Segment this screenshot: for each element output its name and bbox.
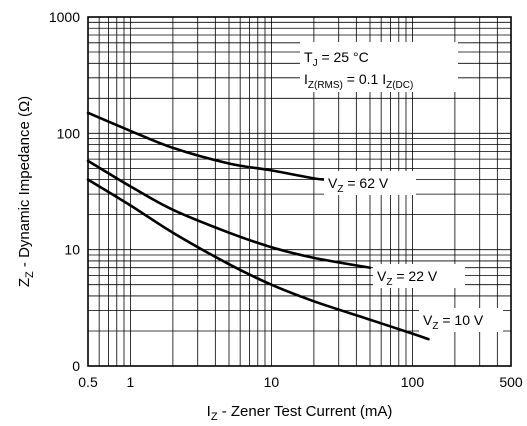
conditions-box: TJ = 25 °C IZ(RMS) = 0.1 IZ(DC) [300, 42, 458, 92]
series-line [86, 159, 372, 269]
conditions-background [300, 42, 458, 92]
x-tick-label: 10 [264, 374, 280, 390]
series-label-background [419, 308, 503, 332]
series-label-background [324, 171, 416, 195]
y-tick-label: 100 [57, 125, 81, 141]
series-line [86, 111, 329, 181]
series-label: VZ = 62 V [328, 175, 389, 195]
series-lines [86, 111, 430, 341]
x-tick-label: 500 [499, 374, 523, 390]
series-labels: VZ = 62 V VZ = 22 V VZ = 10 V [324, 171, 503, 332]
series-label: VZ = 10 V [423, 312, 484, 332]
condition-temperature: TJ = 25 °C [304, 49, 369, 69]
x-tick-label: 0.5 [78, 374, 98, 390]
tick-labels: 0.5 1 10 100 500 0 10 100 1000 [49, 9, 523, 390]
y-axis-title: ZZ - Dynamic Impedance (Ω) [16, 96, 36, 287]
y-tick-label: 0 [72, 358, 80, 374]
condition-current: IZ(RMS) = 0.1 IZ(DC) [304, 71, 413, 91]
x-tick-label: 1 [127, 374, 135, 390]
y-tick-label: 1000 [49, 9, 80, 25]
series-label-background [373, 264, 465, 288]
series-line [86, 178, 430, 341]
plot-frame [87, 16, 512, 367]
x-axis-title: IZ - Zener Test Current (mA) [207, 403, 393, 423]
series-label: VZ = 22 V [377, 268, 438, 288]
y-tick-label: 10 [64, 242, 80, 258]
x-tick-label: 100 [401, 374, 425, 390]
